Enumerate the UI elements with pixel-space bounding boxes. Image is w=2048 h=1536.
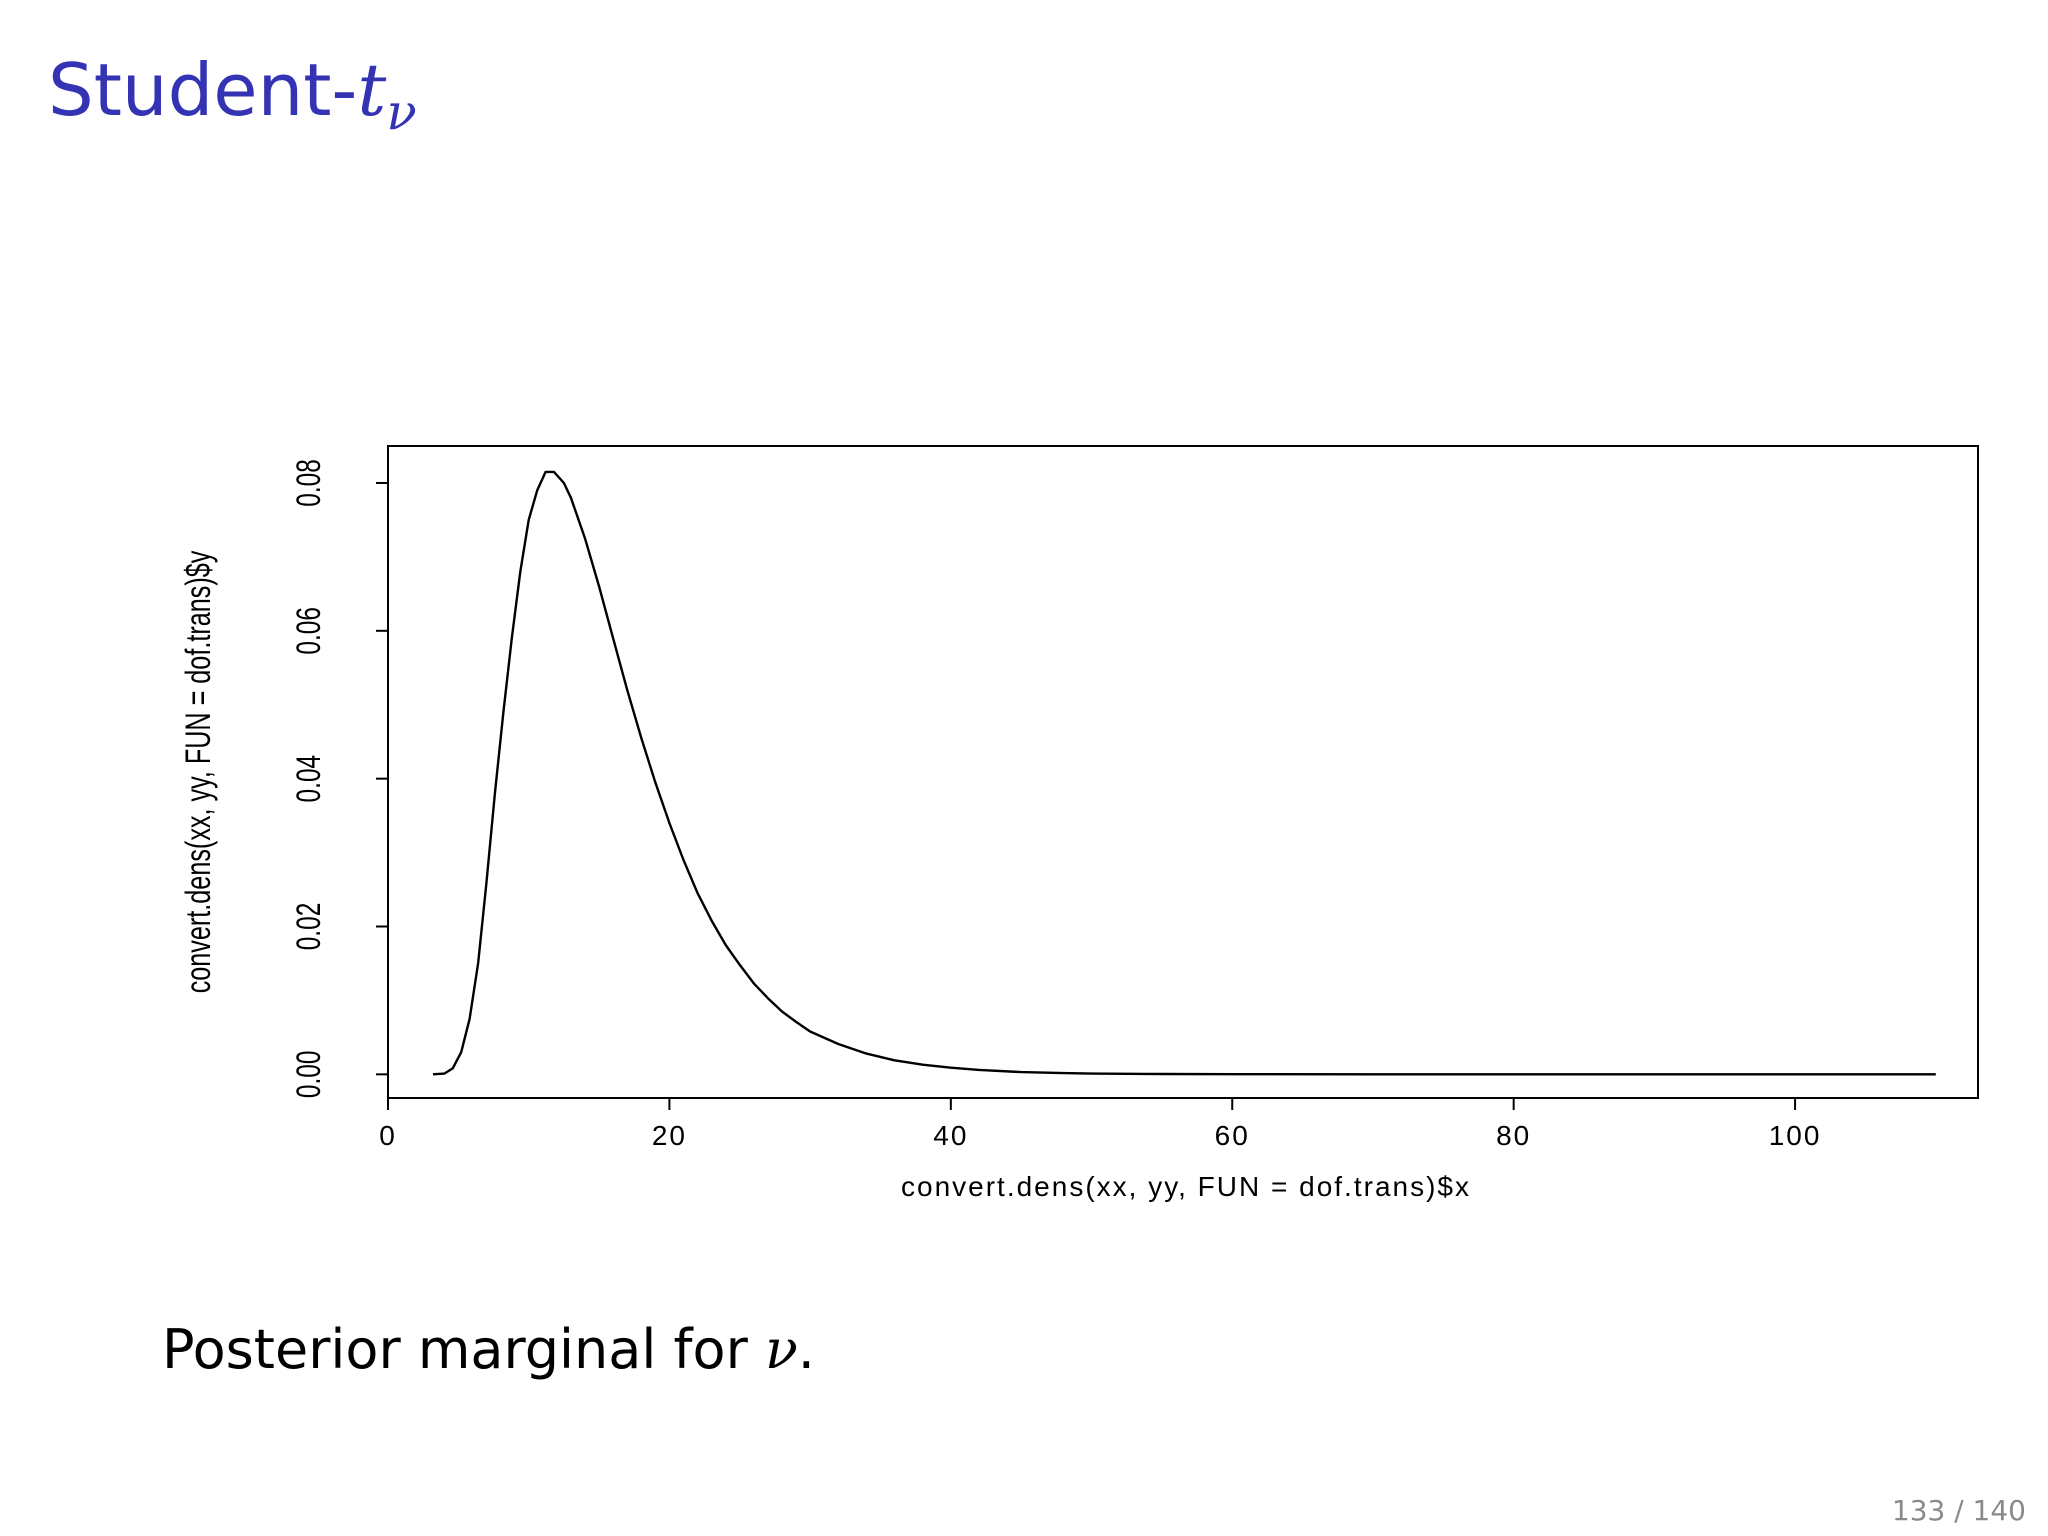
y-tick-label: 0.04 (290, 755, 328, 803)
x-tick-label: 40 (933, 1120, 968, 1151)
x-tick-label: 20 (652, 1120, 687, 1151)
y-tick-label: 0.00 (290, 1051, 328, 1099)
caption: Posterior marginal for ν. (162, 1318, 815, 1381)
y-tick-label: 0.06 (290, 607, 328, 655)
caption-text: Posterior marginal for (162, 1318, 765, 1381)
slide-title-text: Student- (48, 48, 358, 132)
y-axis-ticks: 0.00 0.02 0.04 0.06 0.08 (290, 459, 388, 1098)
y-axis-label: convert.dens(xx, yy, FUN = dof.trans)$y (179, 550, 218, 993)
x-tick-label: 100 (1769, 1120, 1822, 1151)
slide-title: Student-tν (48, 48, 417, 141)
y-tick-label: 0.02 (290, 903, 328, 951)
x-tick-label: 0 (379, 1120, 397, 1151)
caption-period: . (797, 1318, 815, 1381)
x-axis-ticks: 0 20 40 60 80 100 (379, 1098, 1822, 1151)
page-number: 133 / 140 (1891, 1494, 2026, 1527)
caption-variable: ν (764, 1318, 798, 1381)
x-axis-label: convert.dens(xx, yy, FUN = dof.trans)$x (901, 1171, 1471, 1202)
y-tick-label: 0.08 (290, 459, 328, 507)
slide-title-variable: t (357, 48, 387, 132)
plot-frame (387, 445, 1979, 1099)
x-tick-label: 80 (1496, 1120, 1531, 1151)
density-curve-series (432, 470, 1936, 1076)
slide-title-subscript: ν (386, 83, 417, 141)
x-tick-label: 60 (1215, 1120, 1250, 1151)
